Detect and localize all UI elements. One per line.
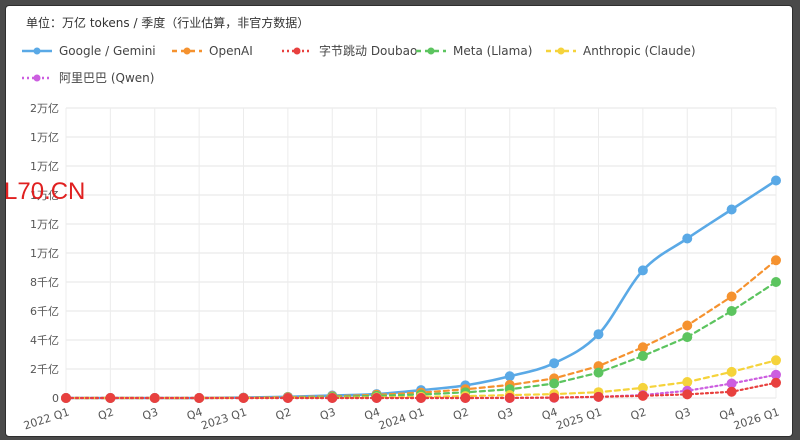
y-tick-label: 0 (52, 392, 59, 405)
y-tick-label: 2万亿 (30, 102, 59, 115)
data-point[interactable] (637, 265, 648, 276)
y-tick-label: 1万亿 (30, 247, 59, 260)
x-tick-label: Q3 (318, 405, 337, 422)
data-point[interactable] (682, 332, 693, 343)
data-point[interactable] (593, 329, 604, 340)
data-point[interactable] (682, 389, 693, 400)
x-tick-label: Q2 (451, 405, 470, 422)
data-point[interactable] (682, 377, 693, 388)
data-point[interactable] (238, 393, 249, 403)
data-point[interactable] (682, 320, 693, 331)
y-tick-label: 8千亿 (30, 276, 59, 289)
legend-swatch-marker (33, 47, 41, 55)
y-tick-label: 1万亿 (30, 218, 59, 231)
data-point[interactable] (726, 204, 737, 215)
legend-swatch-marker (33, 74, 41, 82)
data-point[interactable] (549, 358, 560, 369)
legend-label: Google / Gemini (59, 44, 156, 58)
grid (65, 107, 777, 399)
legend-label: Meta (Llama) (453, 44, 532, 58)
legend-swatch-marker (293, 47, 301, 55)
x-tick-label: 2024 Q1 (377, 405, 426, 432)
x-tick-label: Q3 (496, 405, 515, 422)
x-tick-label: Q4 (540, 405, 559, 422)
x-tick-label: Q2 (629, 405, 648, 422)
y-tick-label: 1万亿 (30, 189, 59, 202)
legend-item[interactable]: Meta (Llama) (416, 44, 532, 58)
data-point[interactable] (149, 393, 160, 403)
legend-item[interactable]: Google / Gemini (22, 44, 156, 58)
legend-label: OpenAI (209, 44, 253, 58)
data-point[interactable] (637, 390, 648, 401)
chart-card (5, 5, 793, 437)
x-tick-label: 2025 Q1 (555, 405, 604, 432)
legend-label: 阿里巴巴 (Qwen) (59, 71, 154, 85)
data-point[interactable] (771, 377, 781, 388)
data-point[interactable] (726, 366, 737, 377)
y-tick-label: 1万亿 (30, 131, 59, 144)
x-tick-label: Q4 (718, 405, 737, 422)
x-tick-label: Q4 (185, 405, 204, 422)
legend-item[interactable]: 阿里巴巴 (Qwen) (22, 71, 154, 85)
data-point[interactable] (637, 350, 648, 361)
x-tick-label: 2022 Q1 (22, 405, 71, 432)
y-axis-ticks: 0 2千亿 4千亿 6千亿 8千亿 1万亿 1万亿 1万亿 1万亿 1万亿 2万亿 (30, 102, 59, 405)
legend-item[interactable]: OpenAI (172, 44, 253, 58)
legend-label: 字节跳动 Doubao (319, 43, 417, 58)
data-point[interactable] (682, 233, 693, 244)
data-point[interactable] (637, 342, 648, 353)
data-point[interactable] (726, 306, 737, 316)
y-tick-label: 1万亿 (30, 160, 59, 173)
data-point[interactable] (771, 277, 781, 287)
data-point[interactable] (282, 393, 293, 403)
legend-item[interactable]: Anthropic (Claude) (546, 44, 696, 58)
data-point[interactable] (726, 386, 737, 397)
data-point[interactable] (771, 175, 781, 186)
legend-item[interactable]: 字节跳动 Doubao (282, 43, 417, 58)
x-tick-label: Q3 (141, 405, 160, 422)
data-point[interactable] (726, 291, 737, 302)
data-point[interactable] (504, 371, 515, 382)
y-tick-label: 2千亿 (30, 363, 59, 376)
x-tick-label: Q4 (363, 405, 382, 422)
data-point[interactable] (460, 393, 471, 403)
unit-label: 单位：万亿 tokens / 季度（行业估算，非官方数据） (26, 15, 309, 30)
legend-swatch-marker (557, 47, 565, 55)
x-tick-label: 2023 Q1 (200, 405, 249, 432)
data-point[interactable] (416, 393, 426, 403)
x-tick-label: 2026 Q1 (732, 405, 781, 432)
data-point[interactable] (371, 393, 382, 403)
y-tick-label: 6千亿 (30, 305, 59, 318)
data-point[interactable] (194, 393, 205, 403)
data-point[interactable] (549, 378, 560, 389)
data-point[interactable] (771, 355, 781, 366)
data-point[interactable] (61, 393, 71, 403)
data-point[interactable] (593, 367, 604, 378)
data-point[interactable] (593, 391, 604, 402)
data-point[interactable] (637, 382, 648, 393)
data-point[interactable] (771, 369, 781, 380)
watermark: L70.CN (4, 178, 85, 205)
data-point[interactable] (504, 392, 515, 403)
x-tick-label: Q2 (274, 405, 293, 422)
data-point[interactable] (105, 393, 116, 403)
legend-swatch-marker (427, 47, 435, 55)
data-point[interactable] (549, 392, 560, 403)
data-point[interactable] (327, 393, 338, 403)
y-tick-label: 4千亿 (30, 334, 59, 347)
x-tick-label: Q3 (673, 405, 692, 422)
data-point[interactable] (771, 255, 781, 266)
x-tick-label: Q2 (96, 405, 115, 422)
legend-label: Anthropic (Claude) (583, 44, 696, 58)
legend: Google / Gemini OpenAI 字节跳动 Doubao Meta (Ll… (22, 43, 696, 85)
data-point[interactable] (726, 378, 737, 389)
legend-swatch-marker (183, 47, 191, 55)
series-layer (61, 175, 781, 403)
series-group (61, 377, 781, 403)
